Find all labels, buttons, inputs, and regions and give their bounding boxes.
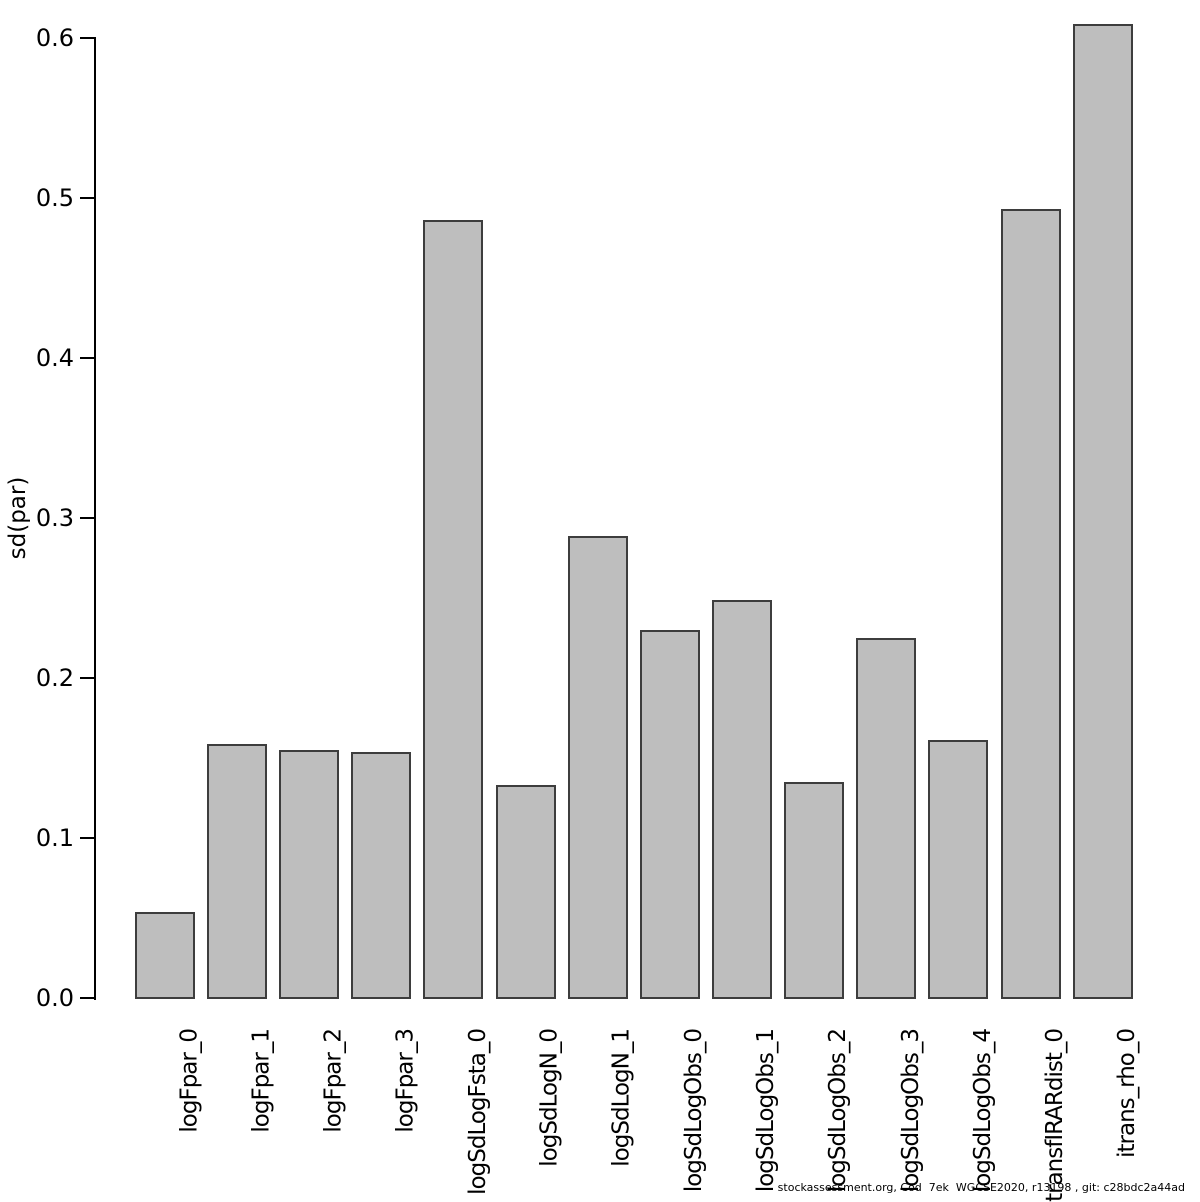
y-tick-label: 0.0	[35, 984, 74, 1012]
y-axis-title: sd(par)	[5, 476, 31, 560]
x-tick-label: logSdLogObs_3	[897, 1029, 924, 1193]
footer-caption: stockassessment.org, Cod 7ek WGCSE2020, …	[777, 1181, 1185, 1194]
bar-logFpar_3	[351, 751, 412, 999]
bar-logSdLogObs_1	[711, 599, 772, 999]
y-tick-label: 0.4	[35, 344, 74, 372]
bar-logSdLogObs_3	[856, 638, 917, 999]
x-tick-label: logFpar_3	[392, 1029, 419, 1133]
x-tick-label: logSdLogFsta_0	[464, 1029, 491, 1195]
y-tick-mark	[80, 37, 94, 39]
bar-logSdLogObs_0	[639, 630, 700, 999]
y-tick-mark	[80, 517, 94, 519]
y-tick-mark	[80, 197, 94, 199]
y-tick-label: 0.2	[35, 664, 74, 692]
y-tick-label: 0.5	[35, 184, 74, 212]
x-tick-label: logSdLogObs_4	[969, 1029, 996, 1193]
x-tick-label: logSdLogObs_2	[825, 1029, 852, 1193]
x-tick-label: logSdLogObs_0	[681, 1029, 708, 1193]
bar-logSdLogN_1	[567, 535, 628, 999]
x-tick-label: transfIRARdist_0	[1042, 1029, 1069, 1202]
bar-logSdLogObs_4	[928, 740, 989, 999]
bar-logFpar_2	[279, 750, 340, 999]
x-tick-label: logSdLogN_1	[609, 1029, 636, 1167]
bar-logSdLogObs_2	[784, 782, 845, 999]
x-tick-label: itrans_rho_0	[1114, 1029, 1141, 1158]
y-tick-label: 0.3	[35, 504, 74, 532]
x-tick-label: logFpar_1	[248, 1029, 275, 1133]
x-tick-label: logSdLogObs_1	[753, 1029, 780, 1193]
bar-transfIRARdist_0	[1000, 209, 1061, 999]
bar-itrans_rho_0	[1072, 23, 1133, 999]
y-tick-mark	[80, 677, 94, 679]
y-tick-label: 0.1	[35, 824, 74, 852]
y-tick-mark	[80, 997, 94, 999]
y-tick-mark	[80, 837, 94, 839]
bar-logSdLogN_0	[495, 785, 556, 999]
y-axis-line	[94, 37, 96, 1000]
bar-logSdLogFsta_0	[423, 220, 484, 999]
bar-logFpar_1	[206, 743, 267, 999]
x-tick-label: logFpar_0	[176, 1029, 203, 1133]
x-tick-label: logFpar_2	[320, 1029, 347, 1133]
x-tick-label: logSdLogN_0	[537, 1029, 563, 1167]
y-tick-label: 0.6	[35, 24, 74, 52]
y-tick-mark	[80, 357, 94, 359]
bar-logFpar_0	[134, 911, 195, 999]
